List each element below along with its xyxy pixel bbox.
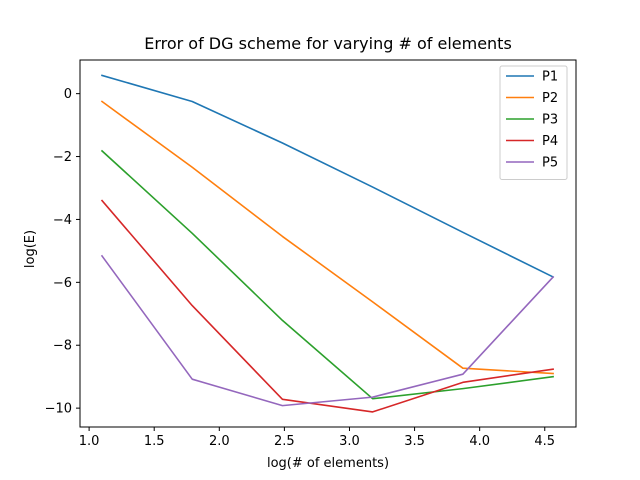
y-tick-label: 0 [64, 87, 72, 102]
x-tick-label: 4.0 [469, 434, 490, 449]
y-tick-label: −4 [53, 213, 72, 228]
series-line-p4 [100, 199, 554, 413]
series-line-p2 [100, 100, 554, 375]
y-tick-label: −8 [53, 339, 72, 354]
chart-title: Error of DG scheme for varying # of elem… [144, 34, 512, 53]
legend-label-p4: P4 [542, 134, 558, 149]
legend-label-p5: P5 [542, 156, 558, 171]
series-line-p5 [100, 254, 555, 407]
series-line-p3 [100, 149, 554, 400]
y-tick-label: −10 [45, 402, 72, 417]
y-axis-label: log(E) [23, 230, 38, 268]
y-tick-label: −2 [53, 150, 72, 165]
series-line-p1 [101, 74, 555, 279]
x-tick-label: 2.5 [274, 434, 295, 449]
x-axis: 1.0 1.5 2.0 2.5 3.0 3.5 4.0 4.5 [79, 427, 555, 449]
y-axis: 0 −2 −4 −6 −8 −10 [45, 87, 80, 417]
y-tick-label: −6 [53, 276, 72, 291]
x-tick-label: 3.5 [404, 434, 425, 449]
legend: P1 P2 P3 P4 P5 [499, 65, 568, 180]
x-tick-label: 1.0 [79, 434, 100, 449]
legend-label-p2: P2 [542, 91, 558, 106]
x-axis-label: log(# of elements) [267, 456, 389, 471]
x-tick-label: 2.0 [209, 434, 230, 449]
legend-box [499, 65, 568, 180]
x-tick-label: 4.5 [534, 434, 555, 449]
x-tick-label: 1.5 [144, 434, 165, 449]
legend-label-p1: P1 [542, 70, 558, 85]
plot-frame [79, 59, 577, 428]
plot-series [100, 74, 555, 413]
x-tick-label: 3.0 [339, 434, 360, 449]
legend-label-p3: P3 [542, 113, 558, 128]
